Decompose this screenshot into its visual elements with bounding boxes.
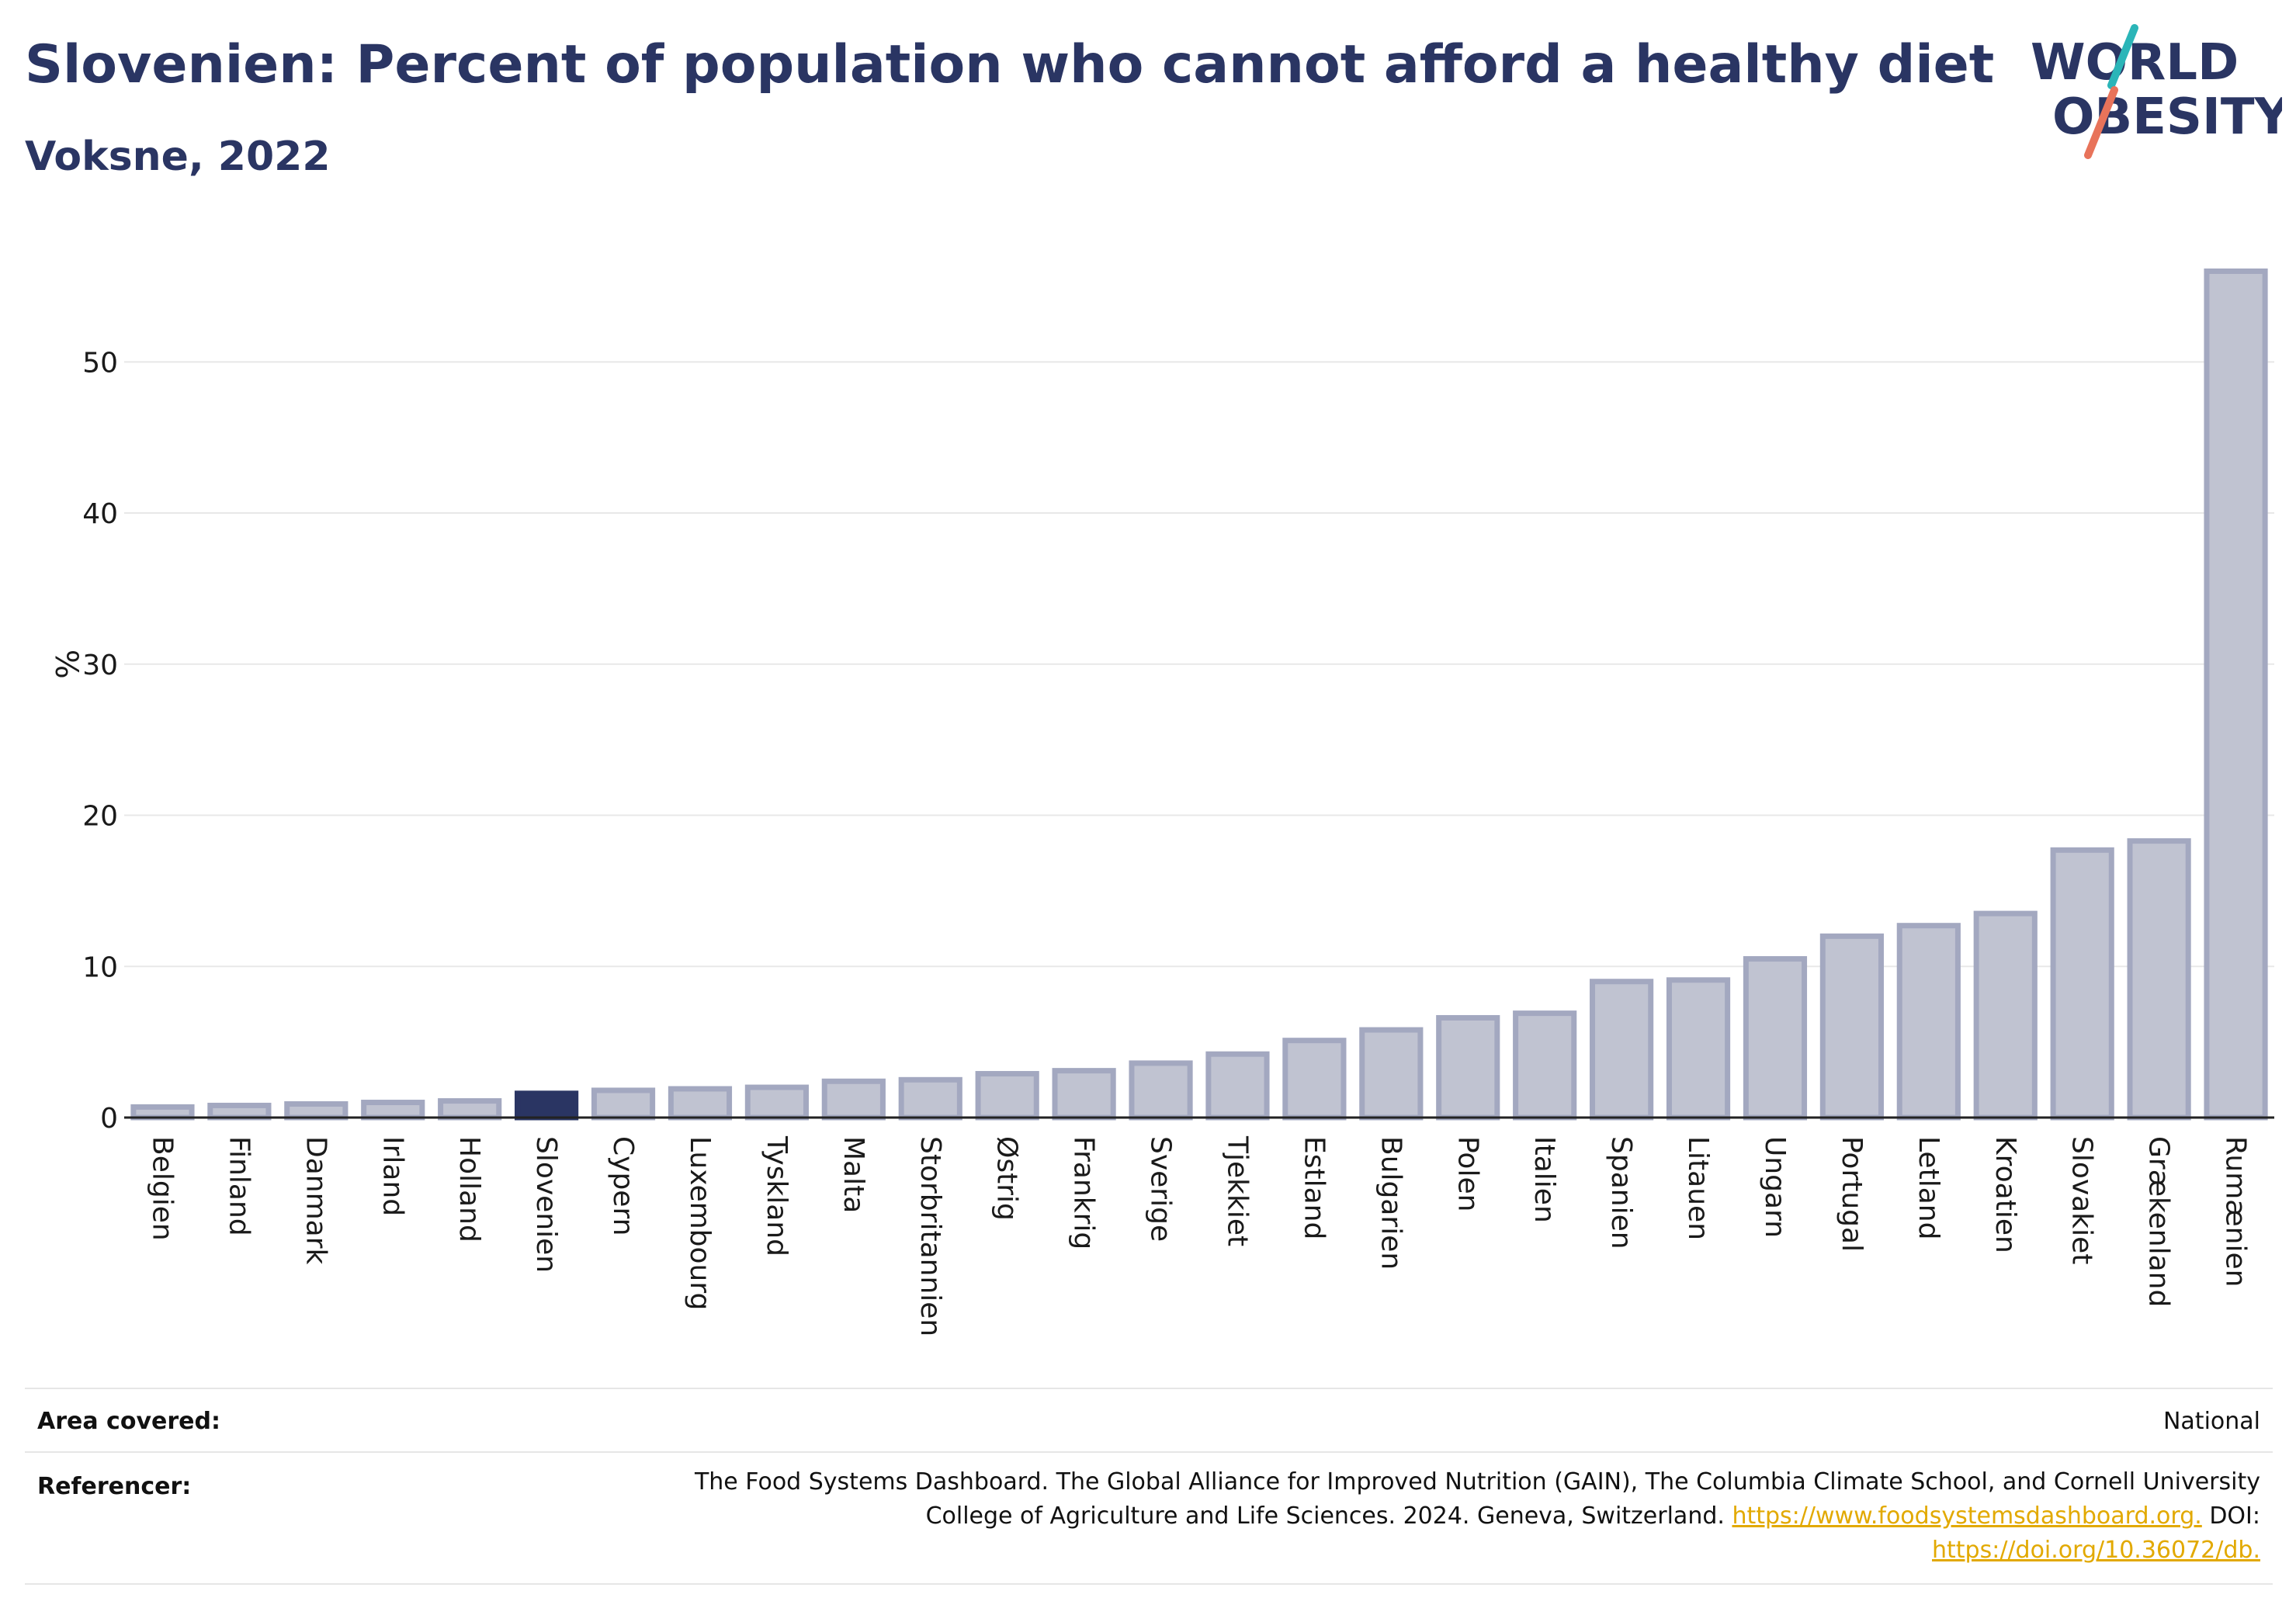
x-tick-label: Slovakiet <box>2066 1136 2098 1264</box>
references-line2: College of Agriculture and Life Sciences… <box>695 1499 2260 1534</box>
dashboard-link[interactable]: https://www.foodsystemsdashboard.org. <box>1732 1502 2202 1530</box>
x-tick-label: Belgien <box>146 1136 178 1241</box>
references-text: The Food Systems Dashboard. The Global A… <box>695 1465 2260 1568</box>
bar-country[interactable] <box>130 1104 195 1121</box>
bar-country[interactable] <box>1436 1014 1500 1121</box>
x-tick-label: Italien <box>1528 1136 1560 1223</box>
x-tick-label: Danmark <box>300 1136 331 1265</box>
x-tick-label: Tjekkiet <box>1221 1135 1253 1246</box>
bar-country[interactable] <box>361 1100 425 1121</box>
y-axis-ticks: 0 10 20 30 40 50 <box>82 347 118 1135</box>
logo-line2: OBESITY <box>2052 88 2282 146</box>
bar-country[interactable] <box>1513 1010 1577 1121</box>
bar-country[interactable] <box>898 1076 962 1121</box>
x-tick-label: Holland <box>453 1136 485 1242</box>
bar-country[interactable] <box>1359 1027 1424 1121</box>
footer-references-row: Referencer: The Food Systems Dashboard. … <box>25 1451 2273 1585</box>
x-tick-label: Sverige <box>1145 1136 1177 1242</box>
bar-country[interactable] <box>1819 933 1884 1121</box>
bar-country[interactable] <box>2050 847 2114 1121</box>
bar-highlight[interactable] <box>515 1090 579 1121</box>
y-axis-label: % <box>48 650 84 679</box>
bar-country[interactable] <box>2204 268 2268 1121</box>
x-tick-label: Estland <box>1298 1136 1330 1239</box>
bar-country[interactable] <box>438 1098 502 1121</box>
references-line2-text: College of Agriculture and Life Sciences… <box>925 1502 1725 1530</box>
bar-country[interactable] <box>1282 1038 1347 1121</box>
bar-country[interactable] <box>2127 838 2191 1121</box>
grid-lines <box>124 361 2274 968</box>
x-tick-label: Finland <box>223 1136 255 1236</box>
logo-slash-coral <box>2084 86 2118 159</box>
x-tick-label: Frankrig <box>1068 1136 1100 1249</box>
x-tick-label: Spanien <box>1605 1136 1637 1249</box>
bar-country[interactable] <box>1743 956 1808 1121</box>
x-tick-label: Letland <box>1913 1136 1944 1239</box>
x-tick-label: Slovenien <box>530 1136 562 1273</box>
chart-title: Slovenien: Percent of population who can… <box>25 34 1995 95</box>
y-tick-label: 20 <box>82 801 118 833</box>
x-tick-label: Litauen <box>1682 1136 1714 1240</box>
bar-country[interactable] <box>975 1071 1039 1121</box>
y-tick-label: 30 <box>82 650 118 681</box>
bar-country[interactable] <box>207 1102 272 1121</box>
x-tick-label: Malta <box>838 1136 869 1213</box>
x-tick-label: Luxembourg <box>684 1136 716 1310</box>
y-tick-label: 0 <box>100 1103 118 1135</box>
x-tick-label: Polen <box>1451 1136 1483 1211</box>
x-tick-label: Cypern <box>607 1136 639 1236</box>
bar-country[interactable] <box>1973 910 2038 1121</box>
x-tick-label: Østrig <box>991 1136 1023 1221</box>
bar-country[interactable] <box>668 1086 733 1121</box>
x-tick-label: Ungarn <box>1759 1136 1791 1238</box>
x-tick-label: Storbritannien <box>914 1136 946 1336</box>
references-line1: The Food Systems Dashboard. The Global A… <box>694 1468 2260 1495</box>
logo-slash-teal <box>2107 24 2138 89</box>
logo-line1: WORLD <box>2031 34 2239 92</box>
bar-country[interactable] <box>284 1100 349 1121</box>
bar-country[interactable] <box>821 1078 886 1121</box>
x-tick-label: Irland <box>376 1136 408 1216</box>
doi-label: DOI: <box>2209 1502 2260 1530</box>
bar-country[interactable] <box>744 1084 809 1121</box>
bar-country[interactable] <box>1896 923 1961 1121</box>
chart-subtitle: Voksne, 2022 <box>25 133 331 180</box>
bar-country[interactable] <box>1052 1068 1116 1121</box>
y-tick-label: 40 <box>82 498 118 530</box>
y-tick-label: 50 <box>82 347 118 379</box>
x-tick-label: Kroatien <box>1989 1136 2021 1253</box>
x-tick-label: Bulgarien <box>1375 1136 1406 1270</box>
area-covered-value: National <box>2162 1408 2260 1435</box>
bars <box>130 268 2268 1121</box>
x-tick-label: Tyskland <box>761 1135 793 1256</box>
bar-country[interactable] <box>1205 1051 1270 1121</box>
bar-country[interactable] <box>1590 979 1654 1121</box>
doi-link[interactable]: https://doi.org/10.36072/db. <box>1932 1537 2260 1564</box>
bar-chart: 0 10 20 30 40 50 Belgien Finland Danmark Irland H… <box>48 268 2274 1336</box>
x-tick-label: Grækenland <box>2143 1136 2175 1307</box>
bar-country[interactable] <box>1129 1060 1193 1121</box>
x-axis-labels: Belgien Finland Danmark Irland Holland Sloven… <box>146 1135 2251 1336</box>
x-tick-label: Rumænien <box>2220 1136 2252 1287</box>
x-tick-label: Portugal <box>1836 1136 1868 1252</box>
area-covered-label: Area covered: <box>37 1408 220 1435</box>
bar-country[interactable] <box>591 1087 656 1121</box>
y-tick-label: 10 <box>82 951 118 983</box>
references-label: Referencer: <box>37 1473 192 1500</box>
world-obesity-logo: WORLD OBESITY <box>2031 24 2282 159</box>
bar-country[interactable] <box>1666 977 1731 1121</box>
footer-area-row: Area covered: National <box>25 1388 2273 1453</box>
references-line3: https://doi.org/10.36072/db. <box>695 1534 2260 1568</box>
